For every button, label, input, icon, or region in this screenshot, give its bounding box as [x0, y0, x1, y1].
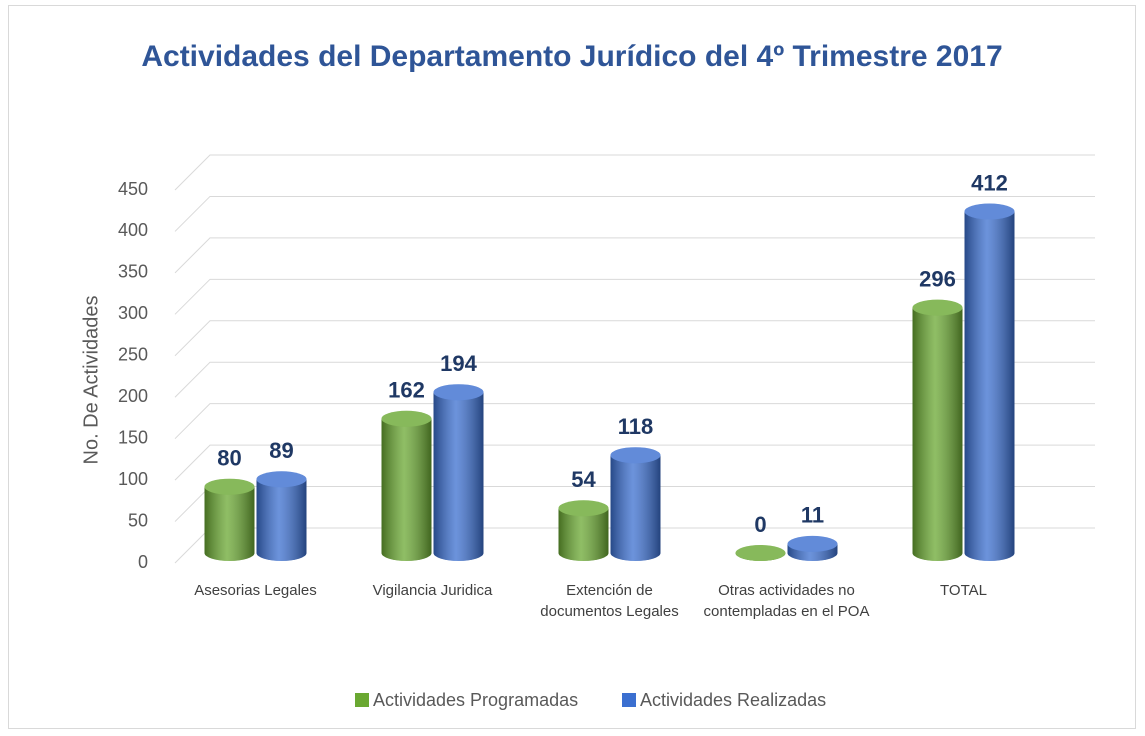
bar-shade: [256, 479, 307, 561]
grid-line: [174, 154, 1095, 191]
bar-top-highlight: [964, 203, 1015, 220]
bar-top: [610, 447, 661, 464]
bar-top: [735, 545, 786, 561]
bar-top-highlight: [558, 500, 609, 517]
chart-frame: [8, 5, 1136, 729]
legend-swatch: [355, 693, 369, 707]
bar-top: [787, 535, 838, 552]
value-label: 118: [618, 414, 654, 439]
grid-line: [174, 403, 1095, 440]
bar-top-highlight: [610, 447, 661, 464]
legend-label: Actividades Programadas: [373, 690, 578, 710]
y-tick-label: 450: [118, 179, 148, 199]
value-label: 0: [754, 512, 766, 537]
grid-line: [174, 237, 1095, 274]
x-tick-label: Asesorias Legales: [194, 582, 317, 599]
grid-line: [174, 361, 1095, 398]
bar-top: [433, 384, 484, 401]
legend-label: Actividades Realizadas: [640, 690, 826, 710]
bar-shade: [558, 508, 609, 561]
grid-line: [174, 320, 1095, 357]
y-tick-label: 350: [118, 262, 148, 282]
y-tick-label: 300: [118, 303, 148, 323]
x-tick-label: Vigilancia Juridica: [372, 582, 493, 599]
bar-shade: [433, 392, 484, 561]
y-tick-label: 50: [128, 510, 148, 530]
bar-top: [204, 478, 255, 495]
value-label: 162: [388, 378, 425, 403]
y-tick-label: 250: [118, 345, 148, 365]
bar-top-highlight: [381, 410, 432, 427]
y-axis-label: No. De Actividades: [80, 296, 102, 465]
bar-top-highlight: [433, 384, 484, 401]
legend-swatch: [622, 693, 636, 707]
bar-top-highlight: [735, 545, 786, 561]
bar-top: [381, 410, 432, 427]
x-tick-label: TOTAL: [940, 582, 987, 599]
grid-line: [174, 444, 1095, 481]
y-tick-label: 150: [118, 427, 148, 447]
bar-shade: [204, 486, 255, 561]
chart-title: Actividades del Departamento Jurídico de…: [141, 40, 1003, 73]
value-label: 194: [440, 351, 477, 376]
x-tick-label: Otras actividades no contempladas en el …: [703, 582, 870, 620]
y-tick-label: 400: [118, 220, 148, 240]
bar-top-highlight: [787, 535, 838, 552]
value-label: 412: [971, 170, 1008, 195]
value-label: 11: [801, 503, 824, 528]
x-tick-label: Extención de documentos Legales: [540, 582, 679, 620]
y-tick-label: 0: [138, 552, 148, 572]
value-label: 296: [919, 266, 956, 291]
value-label: 89: [269, 438, 293, 463]
bar-top-highlight: [204, 478, 255, 495]
bar-shade: [912, 307, 963, 561]
bar-top: [912, 299, 963, 316]
value-label: 80: [217, 446, 241, 471]
bar-shade: [964, 211, 1015, 561]
bar-top: [964, 203, 1015, 220]
bar-top-highlight: [912, 299, 963, 316]
bar-top: [558, 500, 609, 517]
grid-line: [174, 278, 1095, 315]
bar-shade: [381, 418, 432, 561]
y-tick-label: 200: [118, 386, 148, 406]
bar-top: [256, 471, 307, 488]
grid-line: [174, 195, 1095, 232]
y-tick-label: 100: [118, 469, 148, 489]
bar-shade: [610, 455, 661, 561]
value-label: 54: [571, 467, 596, 492]
bar-top-highlight: [256, 471, 307, 488]
